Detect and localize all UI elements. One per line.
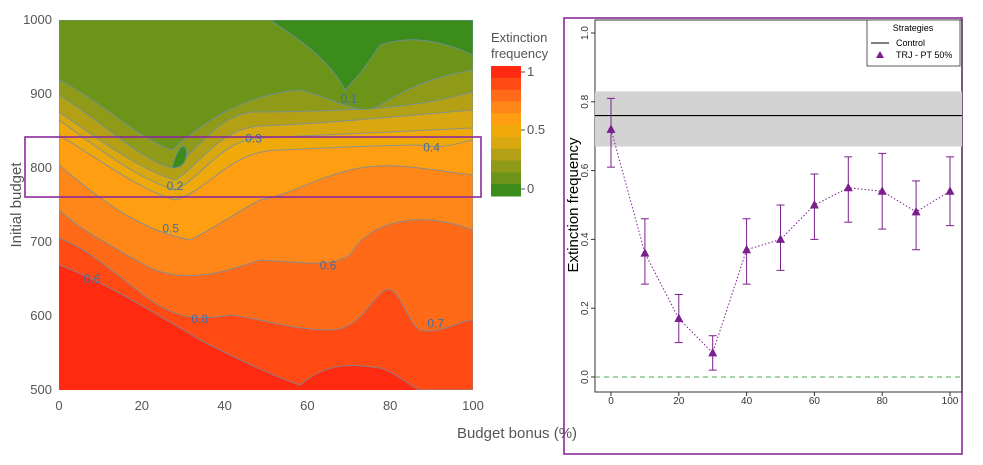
- x-tick-label-0: 0: [55, 398, 62, 413]
- triangle-marker-7: [843, 182, 853, 192]
- x-axis-ticks: 0 20 40 60 80 100: [55, 398, 483, 413]
- y-tick-label-right-5: 1.0: [580, 26, 591, 40]
- y-tick-label-3: 800: [30, 160, 52, 175]
- right-panel-frame: [563, 17, 963, 455]
- data-point-4: [742, 218, 752, 285]
- x-tick-label-4: 80: [383, 398, 397, 413]
- y-tick-label-right-1: 0.2: [580, 301, 591, 315]
- highlight-box: [24, 136, 482, 198]
- colorbar-steps: [491, 66, 521, 197]
- colorbar-step-0: [491, 66, 521, 79]
- colorbar-title-line-2: frequency: [491, 46, 549, 61]
- y-tick-label-right-4: 0.8: [580, 94, 591, 108]
- scatter-plot: 0 20 40 60 80 100 0.0 0.2 0.4 0.6 0.8 1.0 Extincti…: [563, 17, 963, 455]
- colorbar-tick-label-0: 1: [527, 64, 534, 79]
- contour-label-4: 0.5: [162, 222, 179, 236]
- data-point-9: [911, 180, 921, 251]
- contour-band-10: [269, 20, 473, 91]
- y-axis-label: Initial budget: [8, 162, 25, 248]
- colorbar: Extinction frequency 10.50: [491, 30, 549, 197]
- data-point-7: [843, 156, 853, 223]
- data-point-0: [606, 97, 616, 168]
- triangle-marker-10: [945, 186, 955, 195]
- colorbar-step-2: [491, 89, 521, 102]
- colorbar-step-4: [491, 113, 521, 126]
- x-tick-label-right-2: 40: [741, 396, 753, 407]
- x-tick-label-right-4: 80: [877, 396, 889, 407]
- contour-plot: 0.10.30.40.20.50.60.60.8 0.7 0 20 40 60 80 100…: [8, 12, 577, 442]
- contour-label-1: 0.3: [245, 131, 262, 145]
- triangle-marker-1: [640, 248, 650, 257]
- x-tick-label-3: 60: [300, 398, 314, 413]
- y-tick-label-1: 600: [30, 308, 52, 323]
- contour-spot: [171, 145, 188, 169]
- colorbar-step-5: [491, 125, 521, 138]
- colorbar-tick-label-2: 0: [527, 181, 534, 196]
- colorbar-step-9: [491, 172, 521, 185]
- colorbar-step-1: [491, 77, 521, 91]
- colorbar-step-8: [491, 160, 521, 173]
- x-tick-label-2: 40: [217, 398, 231, 413]
- y-axis-ticks-right: 0.0 0.2 0.4 0.6 0.8 1.0: [580, 26, 595, 384]
- data-point-8: [877, 152, 887, 230]
- legend: Strategies Control TRJ - PT 50%: [866, 19, 961, 67]
- data-point-6: [809, 173, 819, 240]
- contour-label-6: 0.6: [84, 272, 101, 286]
- data-point-1: [640, 218, 650, 285]
- triangle-marker-5: [776, 234, 785, 243]
- x-tick-label-right-1: 20: [673, 396, 685, 407]
- legend-entry-control: Control: [896, 38, 925, 48]
- triangle-marker-3: [708, 347, 718, 357]
- data-point-2: [674, 293, 684, 344]
- plot-frame: [594, 19, 963, 393]
- colorbar-step-6: [491, 136, 521, 150]
- x-tick-label-right-0: 0: [608, 396, 614, 407]
- x-axis-label: Budget bonus (%): [457, 425, 577, 442]
- triangle-marker-2: [674, 313, 684, 323]
- colorbar-step-10: [491, 184, 521, 197]
- contour-label-8: 0.7: [427, 316, 444, 330]
- series-trj-pt50: [606, 97, 955, 371]
- x-axis-ticks-right: 0 20 40 60 80 100: [608, 392, 959, 407]
- triangle-marker-8: [877, 186, 887, 195]
- colorbar-tick-label-1: 0.5: [527, 122, 545, 137]
- contour-label-3: 0.2: [167, 179, 184, 193]
- y-axis-label-right: Extinction frequency: [565, 137, 582, 273]
- legend-trj-marker: [876, 51, 884, 58]
- control-band: [595, 91, 962, 147]
- y-axis-ticks: 500 600 700 800 900 1000: [23, 12, 52, 397]
- colorbar-step-3: [491, 101, 521, 114]
- legend-entry-trj: TRJ - PT 50%: [896, 50, 952, 60]
- y-tick-label-right-0: 0.0: [580, 370, 591, 384]
- colorbar-ticks: 10.50: [521, 64, 545, 196]
- triangle-marker-9: [911, 206, 921, 216]
- y-tick-label-5: 1000: [23, 12, 52, 27]
- contour-labels: 0.1 0.3 0.4 0.2 0.5 0.6 0.6 0.8 0.7: [84, 92, 445, 330]
- contour-label-2: 0.4: [423, 140, 440, 154]
- colorbar-title-line-1: Extinction: [491, 30, 547, 45]
- y-tick-label-right-3: 0.6: [580, 163, 591, 177]
- x-tick-label-right-5: 100: [942, 396, 959, 407]
- x-tick-label-1: 20: [135, 398, 149, 413]
- y-tick-label-2: 700: [30, 234, 52, 249]
- legend-title: Strategies: [893, 23, 934, 33]
- x-tick-label-5: 100: [462, 398, 484, 413]
- colorbar-step-7: [491, 148, 521, 162]
- contour-bands: [59, 20, 473, 390]
- x-tick-label-right-3: 60: [809, 396, 821, 407]
- y-tick-label-right-2: 0.4: [580, 232, 591, 246]
- contour-label-5: 0.6: [320, 259, 337, 273]
- data-point-5: [776, 204, 785, 271]
- y-tick-label-4: 900: [30, 86, 52, 101]
- y-tick-label-0: 500: [30, 382, 52, 397]
- data-point-10: [945, 156, 955, 227]
- triangle-marker-6: [809, 200, 819, 209]
- triangle-marker-4: [742, 244, 752, 254]
- triangle-marker-0: [606, 124, 616, 133]
- contour-label-7: 0.8: [191, 312, 208, 326]
- contour-label-0: 0.1: [340, 92, 357, 106]
- data-point-3: [708, 335, 718, 371]
